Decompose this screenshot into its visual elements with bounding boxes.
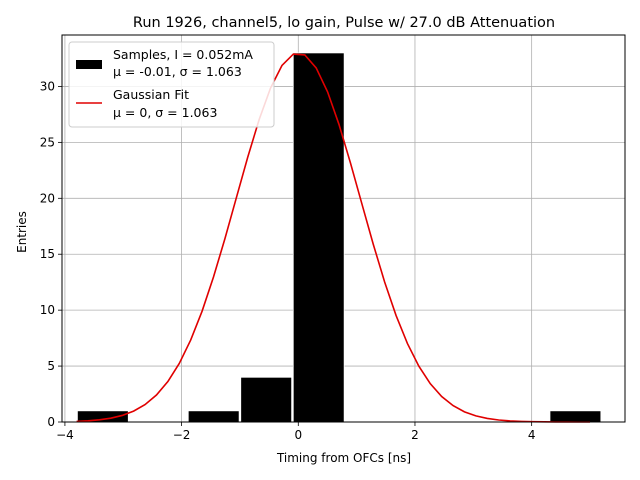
histogram-bar xyxy=(292,52,345,423)
x-tick-label: 2 xyxy=(411,428,419,442)
legend-fit-label-line1: Gaussian Fit xyxy=(113,87,189,102)
y-tick-label: 30 xyxy=(40,79,55,93)
plot-frame xyxy=(61,34,626,423)
y-tick-label: 5 xyxy=(47,359,55,373)
y-tick-label: 25 xyxy=(40,135,55,149)
y-tick-label: 10 xyxy=(40,303,55,317)
chart-title: Run 1926, channel5, lo gain, Pulse w/ 27… xyxy=(133,15,555,31)
gaussian-fit xyxy=(76,53,590,423)
y-axis-label: Entries xyxy=(15,211,29,253)
legend-bars-label-line2: μ = -0.01, σ = 1.063 xyxy=(113,64,242,79)
y-tick-label: 20 xyxy=(40,191,55,205)
x-tick-label: 4 xyxy=(528,428,536,442)
x-axis-label: Timing from OFCs [ns] xyxy=(276,451,411,465)
histogram-bar xyxy=(240,376,293,423)
legend: Samples, I = 0.052mA μ = -0.01, σ = 1.06… xyxy=(68,41,275,128)
histogram-bar xyxy=(187,410,240,423)
legend-box xyxy=(68,41,275,128)
legend-bars-label-line1: Samples, I = 0.052mA xyxy=(113,47,253,62)
x-tick-label: −4 xyxy=(56,428,74,442)
axis-ticks: −4 −2 0 2 4 0 5 10 15 20 25 30 xyxy=(40,79,536,442)
gaussian-fit-line xyxy=(76,53,590,423)
histogram-bar xyxy=(549,410,602,423)
y-tick-label: 15 xyxy=(40,247,55,261)
x-tick-label: −2 xyxy=(173,428,191,442)
legend-bars-swatch xyxy=(76,60,102,69)
y-tick-label: 0 xyxy=(47,415,55,429)
legend-fit-label-line2: μ = 0, σ = 1.063 xyxy=(113,105,217,120)
x-tick-label: 0 xyxy=(294,428,302,442)
